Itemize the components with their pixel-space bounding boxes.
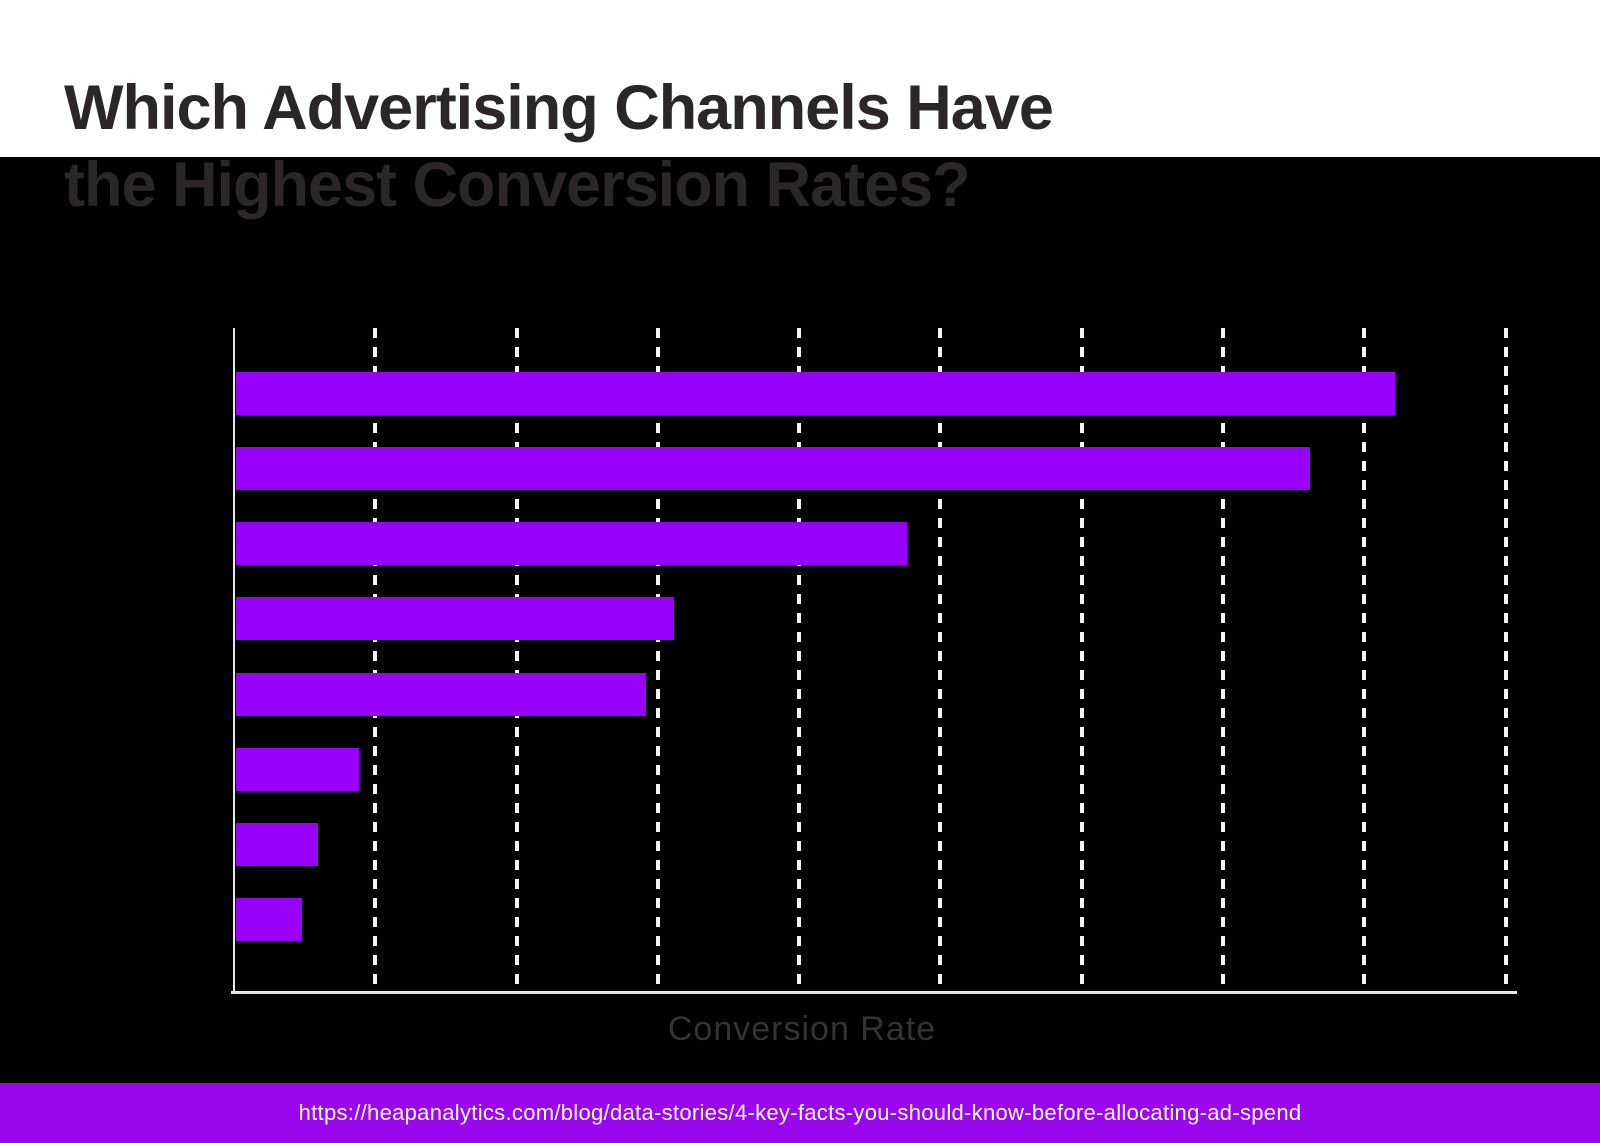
- gridline: [1080, 328, 1084, 991]
- footer-url: https://heapanalytics.com/blog/data-stor…: [298, 1100, 1302, 1125]
- gridline: [1362, 328, 1366, 991]
- x-axis-label: Conversion Rate: [667, 1010, 937, 1048]
- gridline: [373, 328, 377, 991]
- page-title-line-1: Which Advertising Channels Have: [64, 73, 1054, 143]
- bar: [236, 522, 907, 565]
- header-band: [0, 0, 1600, 157]
- gridline: [1504, 328, 1508, 991]
- gridline: [1221, 328, 1225, 991]
- bar: [236, 673, 646, 716]
- footer-bar: https://heapanalytics.com/blog/data-stor…: [0, 1083, 1600, 1143]
- bar: [236, 447, 1310, 490]
- bar: [236, 898, 302, 941]
- x-axis-line: [231, 991, 1517, 994]
- gridline: [938, 328, 942, 991]
- bar: [236, 748, 359, 791]
- y-axis-line: [233, 328, 235, 991]
- gridline: [515, 328, 519, 991]
- bar: [236, 597, 674, 640]
- bar: [236, 823, 318, 866]
- gridline: [797, 328, 801, 991]
- gridline: [656, 328, 660, 991]
- bar: [236, 372, 1395, 415]
- bar-chart: [231, 328, 1517, 994]
- page-title: Which Advertising Channels Have the Highe…: [64, 70, 1054, 224]
- page-title-line-2: the Highest Conversion Rates?: [64, 150, 971, 220]
